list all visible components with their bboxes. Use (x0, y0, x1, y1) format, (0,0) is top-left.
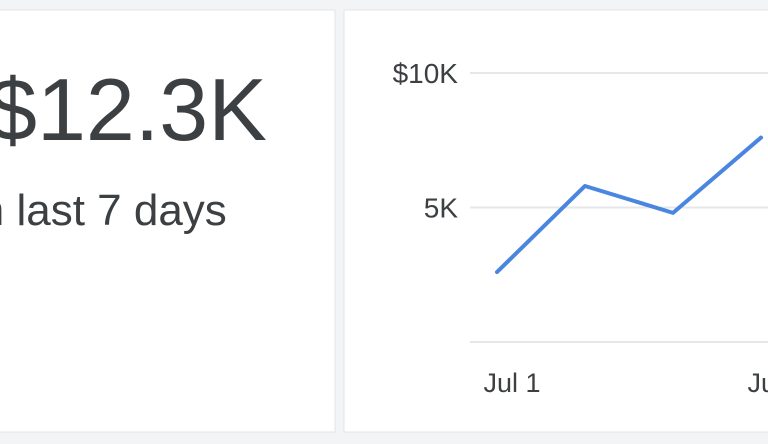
y-tick-label: $10K (393, 58, 459, 89)
chart-card (343, 9, 768, 433)
metric-value: $12.3K (0, 60, 267, 159)
data-line (495, 135, 763, 275)
metric-card (0, 9, 336, 433)
metric-caption: in last 7 days (0, 186, 227, 235)
y-tick-label: 5K (424, 193, 459, 224)
x-tick-label: Jul 1 (483, 368, 540, 398)
x-tick-label: Jul 4 (747, 368, 768, 398)
